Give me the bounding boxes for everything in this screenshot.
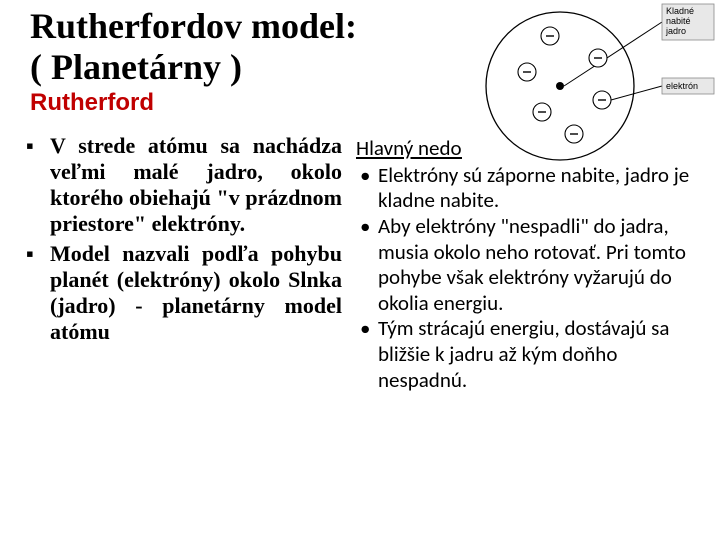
right-bullet-item: Tým strácajú energiu, dostávajú sa bližš… <box>356 316 702 393</box>
left-column: V strede atómu sa nachádza veľmi malé ja… <box>22 133 342 393</box>
right-column: Hlavný nedostatok: Elektróny sú záporne … <box>356 133 702 393</box>
left-bullet-item: V strede atómu sa nachádza veľmi malé ja… <box>22 133 342 237</box>
right-bullet-item: Elektróny sú záporne nabite, jadro je kl… <box>356 163 702 214</box>
svg-text:nabité: nabité <box>666 16 691 26</box>
right-bullet-item: Aby elektróny "nespadli" do jadra, musia… <box>356 214 702 316</box>
left-bullet-list: V strede atómu sa nachádza veľmi malé ja… <box>22 133 342 345</box>
left-bullet-item: Model nazvali podľa pohybu planét (elekt… <box>22 241 342 345</box>
atom-diagram: Kladnénabitéjadro elektrón <box>462 0 720 170</box>
svg-text:elektrón: elektrón <box>666 81 698 91</box>
svg-text:jadro: jadro <box>665 26 686 36</box>
right-bullet-list: Elektróny sú záporne nabite, jadro je kl… <box>356 163 702 393</box>
svg-text:Kladné: Kladné <box>666 6 694 16</box>
